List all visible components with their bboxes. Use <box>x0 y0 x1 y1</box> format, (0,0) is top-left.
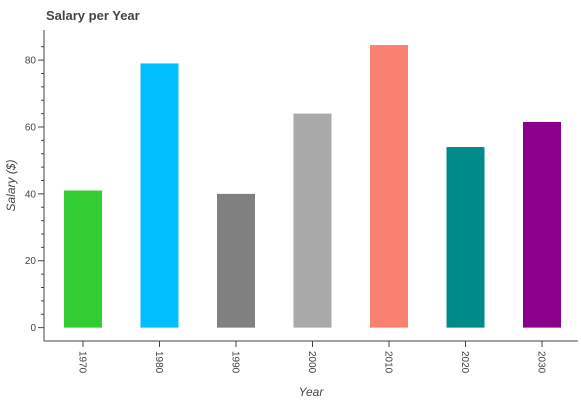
bar-2000 <box>293 113 332 328</box>
y-tick-label: 60 <box>25 122 37 133</box>
bar-2030 <box>523 121 561 328</box>
y-tick-label: 40 <box>25 189 37 200</box>
x-tick-label-1990: 1990 <box>230 351 241 374</box>
x-axis-label: Year <box>299 385 325 399</box>
bar-1970 <box>64 190 102 328</box>
y-tick-label: 80 <box>25 56 37 67</box>
y-axis-ticks: 0 20 40 60 80 <box>25 46 44 334</box>
bar-1980 <box>140 63 179 328</box>
x-tick-label-2000: 2000 <box>306 351 317 374</box>
bar-2020 <box>446 147 485 328</box>
y-tick-label: 20 <box>25 256 37 267</box>
y-axis-label: Salary ($) <box>4 159 18 211</box>
x-tick-label-1970: 1970 <box>77 351 88 374</box>
bar-1990 <box>217 193 255 328</box>
x-tick-label-2020: 2020 <box>459 351 470 374</box>
x-tick-label-2030: 2030 <box>536 351 547 374</box>
x-tick-label-1980: 1980 <box>153 351 164 374</box>
x-tick-label-2010: 2010 <box>383 351 394 374</box>
plot-area <box>64 45 561 328</box>
y-tick-label: 0 <box>30 323 36 334</box>
bar-2010 <box>370 45 408 328</box>
chart-title: Salary per Year <box>46 8 140 23</box>
x-axis-ticks: 1970 1980 1990 2000 2010 2020 2030 <box>77 341 547 374</box>
